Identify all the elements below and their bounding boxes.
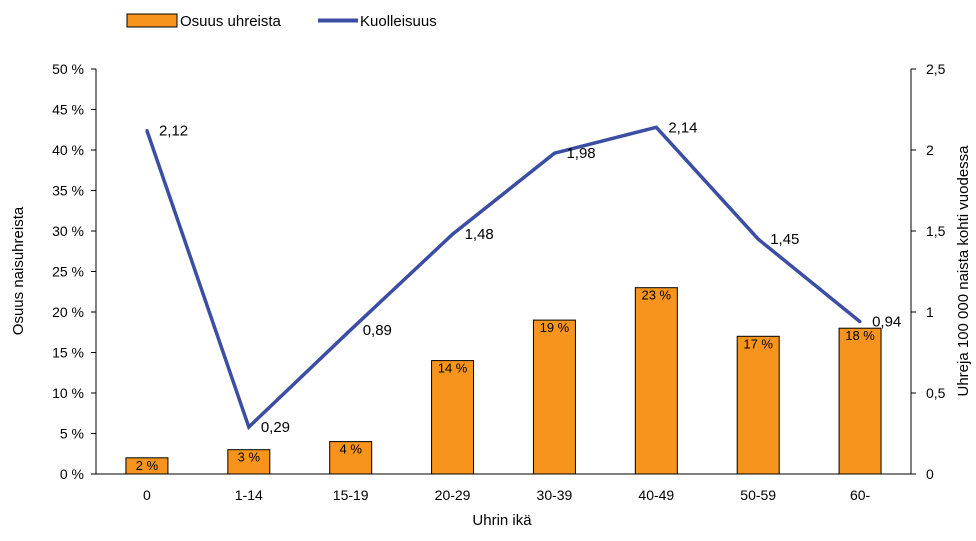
y-tick-label-left: 25 % [52,264,84,280]
x-tick-label: 0 [143,487,151,503]
x-axis-title: Uhrin ikä [472,512,532,529]
y-tick-label-left: 20 % [52,304,84,320]
x-tick-label: 1-14 [235,487,263,503]
legend-swatch-bar [126,13,178,28]
bar [329,441,373,475]
y-tick-label-right: 1,5 [926,223,946,239]
line-point [654,125,658,129]
y-tick-label-left: 35 % [52,183,84,199]
line-data-label: 0,94 [872,314,901,331]
x-tick-label: 30-39 [537,487,573,503]
bar [838,327,882,475]
line-point [451,232,455,236]
x-ticks: 0 1-14 15-19 20-29 30-39 40-49 50-59 60- [143,487,870,503]
y-tick-label-right: 0,5 [926,385,946,401]
bar-series: 2 % 3 % 4 % 14 % 19 % 23 % 17 % 18 % [125,287,882,475]
y-ticks-left: 0 % 5 % 10 % 15 % 20 % 25 % 30 % 35 % 40 % 45 % 50… [52,61,96,482]
bar-data-label: 4 % [339,442,362,457]
line-series: 2,12 0,29 0,89 1,48 1,98 2,14 1,45 0,94 [145,119,901,436]
bar [736,335,780,475]
line-point [349,328,353,332]
bar-data-label: 18 % [845,328,875,343]
bar [431,360,475,475]
legend-label-bar: Osuus uhreista [180,13,282,30]
line-path [145,125,862,431]
y-tick-label-right: 2 [926,142,934,158]
line-point [145,129,149,133]
x-tick-label: 50-59 [740,487,776,503]
bar-data-label: 14 % [438,361,468,376]
y-tick-label-left: 45 % [52,102,84,118]
line-data-label: 0,29 [261,419,290,436]
y-tick-label-left: 15 % [52,345,84,361]
line-point [247,425,251,429]
bar [634,287,678,475]
line-data-label: 0,89 [363,322,392,339]
bar [532,319,576,475]
line-data-label: 2,14 [668,119,697,136]
line-point [756,237,760,241]
axes [95,69,912,475]
legend-label-line: Kuolleisuus [360,13,437,30]
bar-data-label: 19 % [540,320,570,335]
y-tick-label-left: 30 % [52,223,84,239]
line-data-label: 1,98 [566,145,595,162]
bar-data-label: 17 % [743,336,773,351]
line-data-label: 1,48 [465,226,494,243]
line-point [552,151,556,155]
x-tick-label: 60- [850,487,871,503]
y-tick-label-left: 40 % [52,142,84,158]
y-tick-label-right: 0 [926,466,934,482]
y-tick-label-right: 2,5 [926,61,946,77]
y-tick-label-left: 5 % [60,426,84,442]
y-tick-label-left: 10 % [52,385,84,401]
y-axis-title-right: Uhreja 100 000 naista kohti vuodessa [955,145,972,397]
line-point [858,320,862,324]
y-tick-label-left: 50 % [52,61,84,77]
bar-data-label: 2 % [136,458,159,473]
y-ticks-right: 0 0,5 1 1,5 2 2,5 [911,61,946,482]
bar-data-label: 3 % [238,450,261,465]
legend: Osuus uhreista Kuolleisuus [126,13,437,30]
line-data-label: 2,12 [159,123,188,140]
y-tick-label-left: 0 % [60,466,84,482]
bar [227,449,271,475]
bar [125,457,169,475]
y-tick-label-right: 1 [926,304,934,320]
x-tick-label: 40-49 [638,487,674,503]
bar-data-label: 23 % [641,288,671,303]
line-data-label: 1,45 [770,231,799,248]
x-tick-label: 15-19 [333,487,369,503]
x-tick-label: 20-29 [435,487,471,503]
y-axis-title-left: Osuus naisuhreista [10,206,27,335]
